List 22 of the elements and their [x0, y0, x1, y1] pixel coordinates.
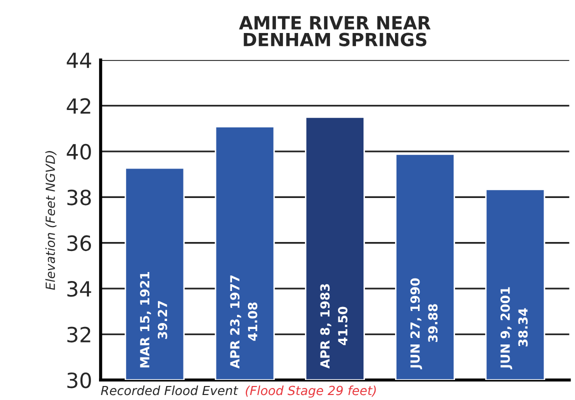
x-axis-title: Recorded Flood Event	[100, 386, 238, 396]
chart-title: AMITE RIVER NEAR DENHAM SPRINGS	[239, 16, 431, 46]
text: (Flood Stage 29 feet)	[246, 386, 376, 398]
data-label: 39.88	[428, 304, 438, 342]
y-tick-label: 36	[67, 235, 91, 252]
y-tick-label: 40	[66, 144, 91, 160]
y-tick-label: 32	[67, 326, 90, 342]
y-axis-title: Elevation (Feet NGVD)	[45, 151, 56, 290]
data-label: 41.08	[248, 302, 258, 341]
data-label: 39.27	[158, 301, 168, 339]
data-label: 41.50	[338, 306, 348, 346]
x-tick-label: JUN 9, 2001	[500, 287, 512, 370]
y-tick-label: 34	[67, 281, 92, 297]
x-tick-label: MAR 15, 1921	[140, 272, 152, 368]
data-label: 38.34	[518, 308, 528, 346]
x-tick-label: JUN 27, 1990	[410, 278, 422, 370]
y-tick-label: 38	[67, 190, 91, 206]
y-tick-label: 30	[67, 372, 91, 388]
y-tick-label: 42	[66, 98, 90, 114]
x-tick-label: APR 23, 1977	[230, 275, 242, 369]
y-tick-label: 44	[66, 52, 92, 68]
x-tick-label: APR 8, 1983	[320, 284, 332, 369]
